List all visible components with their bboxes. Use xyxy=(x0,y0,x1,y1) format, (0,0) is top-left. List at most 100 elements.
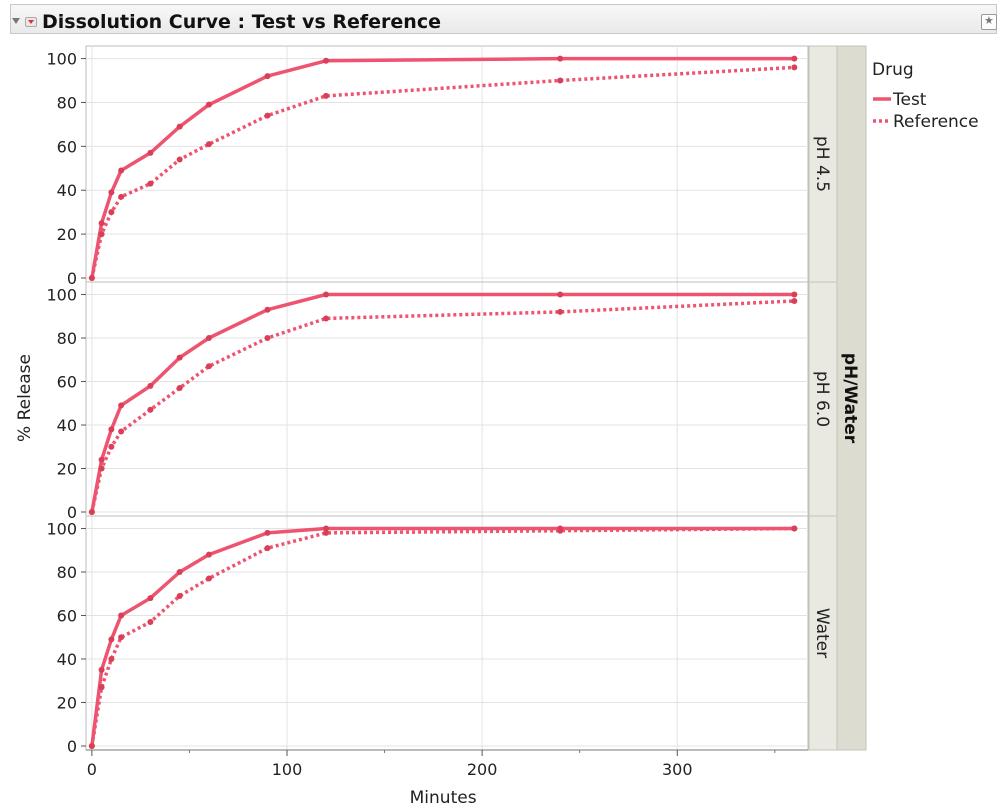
page-title: Dissolution Curve : Test vs Reference xyxy=(42,11,441,33)
y-tick-label: 20 xyxy=(57,694,77,713)
data-point-test xyxy=(118,402,125,409)
y-tick-label: 60 xyxy=(57,137,77,156)
data-point-reference xyxy=(176,592,183,599)
data-point-reference xyxy=(88,275,95,281)
data-point-test xyxy=(147,149,154,156)
data-point-reference xyxy=(264,545,271,552)
y-tick-label: 100 xyxy=(46,286,77,305)
data-point-test xyxy=(108,426,115,433)
data-point-test xyxy=(176,569,183,576)
y-tick-label: 80 xyxy=(57,329,77,348)
panel-ph-4-5: 0 20 40 60 80 100 pH 4.5 xyxy=(46,45,838,288)
data-point-test xyxy=(118,167,125,174)
y-tick-label: 100 xyxy=(46,50,77,69)
data-point-reference xyxy=(88,743,95,749)
data-point-test xyxy=(98,220,105,227)
y-tick-label: 0 xyxy=(67,737,77,756)
y-tick-label: 0 xyxy=(67,503,77,522)
data-point-reference xyxy=(205,363,212,370)
data-point-test xyxy=(264,306,271,313)
data-point-test xyxy=(264,529,271,536)
data-point-reference xyxy=(108,443,115,450)
data-point-reference xyxy=(264,335,271,342)
data-point-reference xyxy=(176,385,183,392)
panel-label: pH 6.0 xyxy=(812,371,832,427)
data-point-test xyxy=(557,291,564,298)
legend-title: Drug xyxy=(872,60,914,80)
data-point-reference xyxy=(205,141,212,148)
y-tick-label: 0 xyxy=(67,269,77,288)
plot-frame xyxy=(85,45,809,751)
data-point-test xyxy=(98,456,105,463)
data-point-reference xyxy=(147,406,154,413)
data-point-test xyxy=(205,101,212,108)
series-line-reference xyxy=(90,299,795,513)
data-point-test xyxy=(557,55,564,62)
y-tick-label: 80 xyxy=(57,563,77,582)
data-point-reference xyxy=(108,209,115,216)
triangle-down-icon[interactable] xyxy=(12,18,20,24)
y-tick-label: 40 xyxy=(57,181,77,200)
data-point-reference xyxy=(323,92,330,99)
data-point-reference xyxy=(98,684,105,691)
data-point-test xyxy=(108,189,115,196)
group-label: pH/Water xyxy=(840,353,860,444)
data-point-reference xyxy=(176,156,183,163)
y-tick-label: 60 xyxy=(57,607,77,626)
data-point-test xyxy=(108,636,115,643)
data-point-reference xyxy=(791,64,798,71)
data-point-reference xyxy=(264,112,271,119)
y-tick-label: 100 xyxy=(46,520,77,539)
dissolution-curve-header: Dissolution Curve : Test vs Reference xyxy=(10,4,997,34)
data-point-test xyxy=(147,595,154,602)
panel-water: 0 20 40 60 80 100 Water xyxy=(46,515,838,756)
y-axis-title: % Release xyxy=(15,354,35,442)
data-point-reference xyxy=(147,180,154,187)
x-tick-label: 200 xyxy=(467,760,498,779)
pin-star-icon[interactable] xyxy=(981,14,997,30)
y-tick-label: 20 xyxy=(57,460,77,479)
x-axis-title: Minutes xyxy=(410,788,477,808)
panel-strip xyxy=(808,515,838,751)
y-tick-label: 40 xyxy=(57,416,77,435)
legend-entry-test: Test xyxy=(892,90,927,110)
panel-strip xyxy=(808,45,838,283)
y-tick-label: 40 xyxy=(57,650,77,669)
data-point-test xyxy=(205,335,212,342)
data-point-test xyxy=(205,551,212,558)
data-point-test xyxy=(176,123,183,130)
data-point-test xyxy=(176,354,183,361)
data-point-test xyxy=(323,57,330,64)
red-triangle-menu-icon[interactable] xyxy=(25,17,37,27)
y-tick-label: 20 xyxy=(57,225,77,244)
panel-label: pH 4.5 xyxy=(812,136,832,192)
series-line-reference xyxy=(90,526,795,747)
data-point-reference xyxy=(791,525,798,532)
data-point-test xyxy=(98,666,105,673)
data-point-test xyxy=(791,291,798,298)
data-point-reference xyxy=(557,527,564,534)
data-point-reference xyxy=(557,308,564,315)
data-point-reference xyxy=(791,298,798,305)
data-point-reference xyxy=(557,77,564,84)
data-point-reference xyxy=(323,315,330,322)
data-point-test xyxy=(147,382,154,389)
data-point-reference xyxy=(205,575,212,582)
data-point-reference xyxy=(118,193,125,200)
x-tick-label: 300 xyxy=(662,760,693,779)
data-point-reference xyxy=(323,529,330,536)
y-tick-label: 60 xyxy=(57,373,77,392)
x-tick-label: 0 xyxy=(87,760,97,779)
data-point-reference xyxy=(88,509,95,515)
data-point-test xyxy=(323,291,330,298)
data-point-test xyxy=(791,55,798,62)
legend-entry-reference: Reference xyxy=(893,112,979,132)
x-tick-label: 100 xyxy=(272,760,303,779)
data-point-reference xyxy=(98,465,105,472)
data-point-reference xyxy=(118,634,125,641)
data-point-reference xyxy=(108,656,115,663)
data-point-reference xyxy=(118,428,125,435)
data-point-reference xyxy=(147,619,154,626)
